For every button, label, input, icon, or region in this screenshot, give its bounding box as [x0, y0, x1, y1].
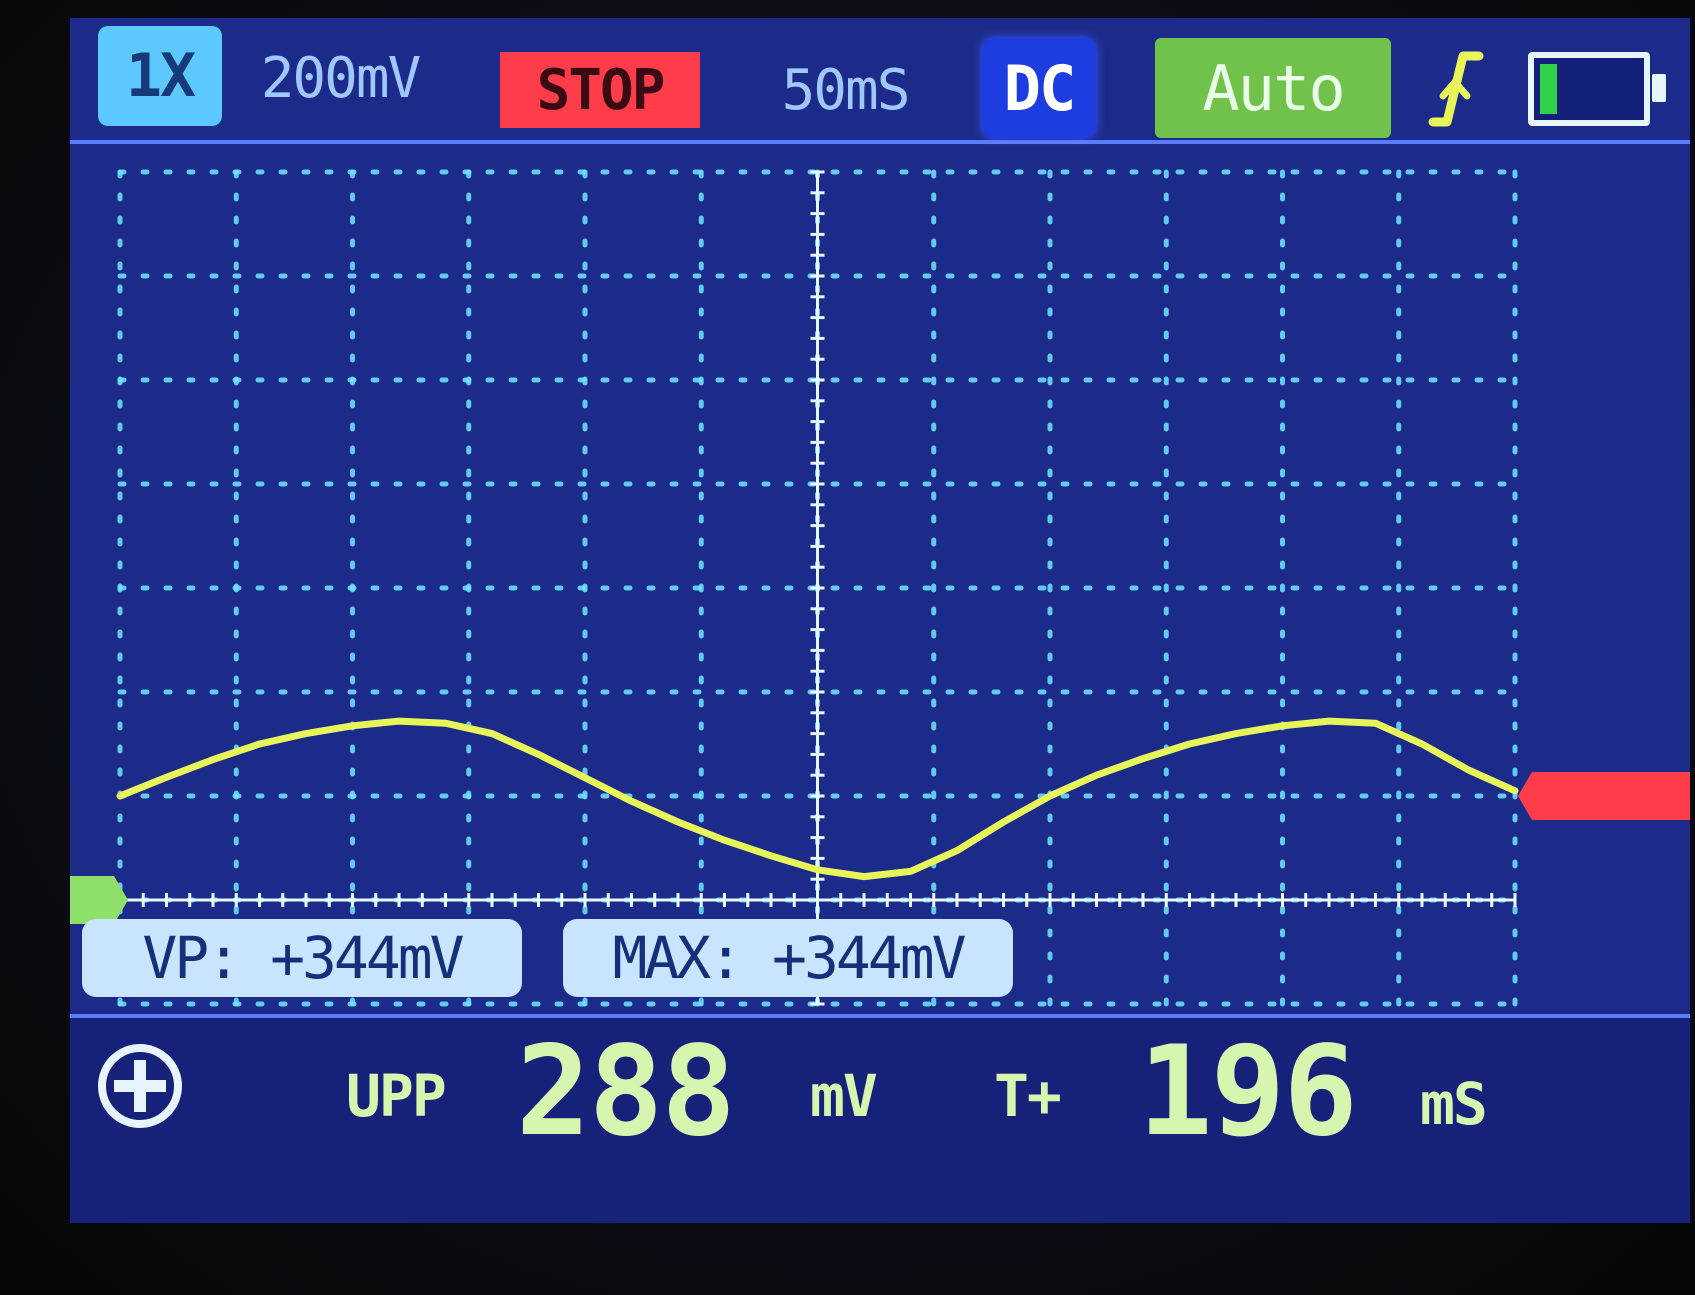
- battery-icon: [1528, 52, 1666, 126]
- vpp-value: 288: [516, 1020, 736, 1164]
- rising-edge-glyph: [1428, 51, 1484, 127]
- trace-layer: [116, 717, 1519, 881]
- period-value: 196: [1138, 1020, 1358, 1164]
- status-bar: 1X 200mV STOP 50mS DC Auto: [70, 18, 1690, 144]
- volts-per-div[interactable]: 200mV: [260, 45, 422, 111]
- status-bar-divider: [70, 140, 1690, 144]
- measurement-bar-divider: [70, 1014, 1690, 1018]
- rising-edge-icon[interactable]: [1425, 38, 1485, 138]
- waveform-svg: [70, 169, 1690, 1007]
- waveform-display[interactable]: VP: +344mV MAX: +344mV: [70, 144, 1690, 1014]
- measurement-bar: UPP 288 mV T+ 196 mS: [70, 1014, 1690, 1223]
- vpp-label: UPP: [346, 1062, 447, 1130]
- center-axes: [118, 170, 1517, 1006]
- coupling-badge[interactable]: DC: [982, 38, 1096, 138]
- trigger-level-marker[interactable]: [1518, 772, 1690, 820]
- period-unit: mS: [1420, 1070, 1488, 1138]
- battery-tip: [1652, 74, 1666, 102]
- vpp-unit: mV: [810, 1062, 878, 1130]
- period-label: T+: [994, 1062, 1062, 1130]
- run-stop-badge[interactable]: STOP: [500, 52, 700, 128]
- vp-readout[interactable]: VP: +344mV: [82, 919, 522, 997]
- oscilloscope-screen: 1X 200mV STOP 50mS DC Auto VP: +344mV MA…: [70, 18, 1690, 1223]
- ground-level-marker[interactable]: [70, 876, 128, 924]
- probe-attenuation-badge[interactable]: 1X: [98, 26, 222, 126]
- max-readout[interactable]: MAX: +344mV: [563, 919, 1013, 997]
- waveform-trace: [116, 717, 1519, 881]
- battery-level: [1540, 64, 1558, 114]
- markers: [70, 772, 1690, 924]
- time-per-div[interactable]: 50mS: [781, 57, 911, 123]
- plus-circle-icon[interactable]: [94, 1040, 186, 1132]
- trigger-mode-badge[interactable]: Auto: [1155, 38, 1391, 138]
